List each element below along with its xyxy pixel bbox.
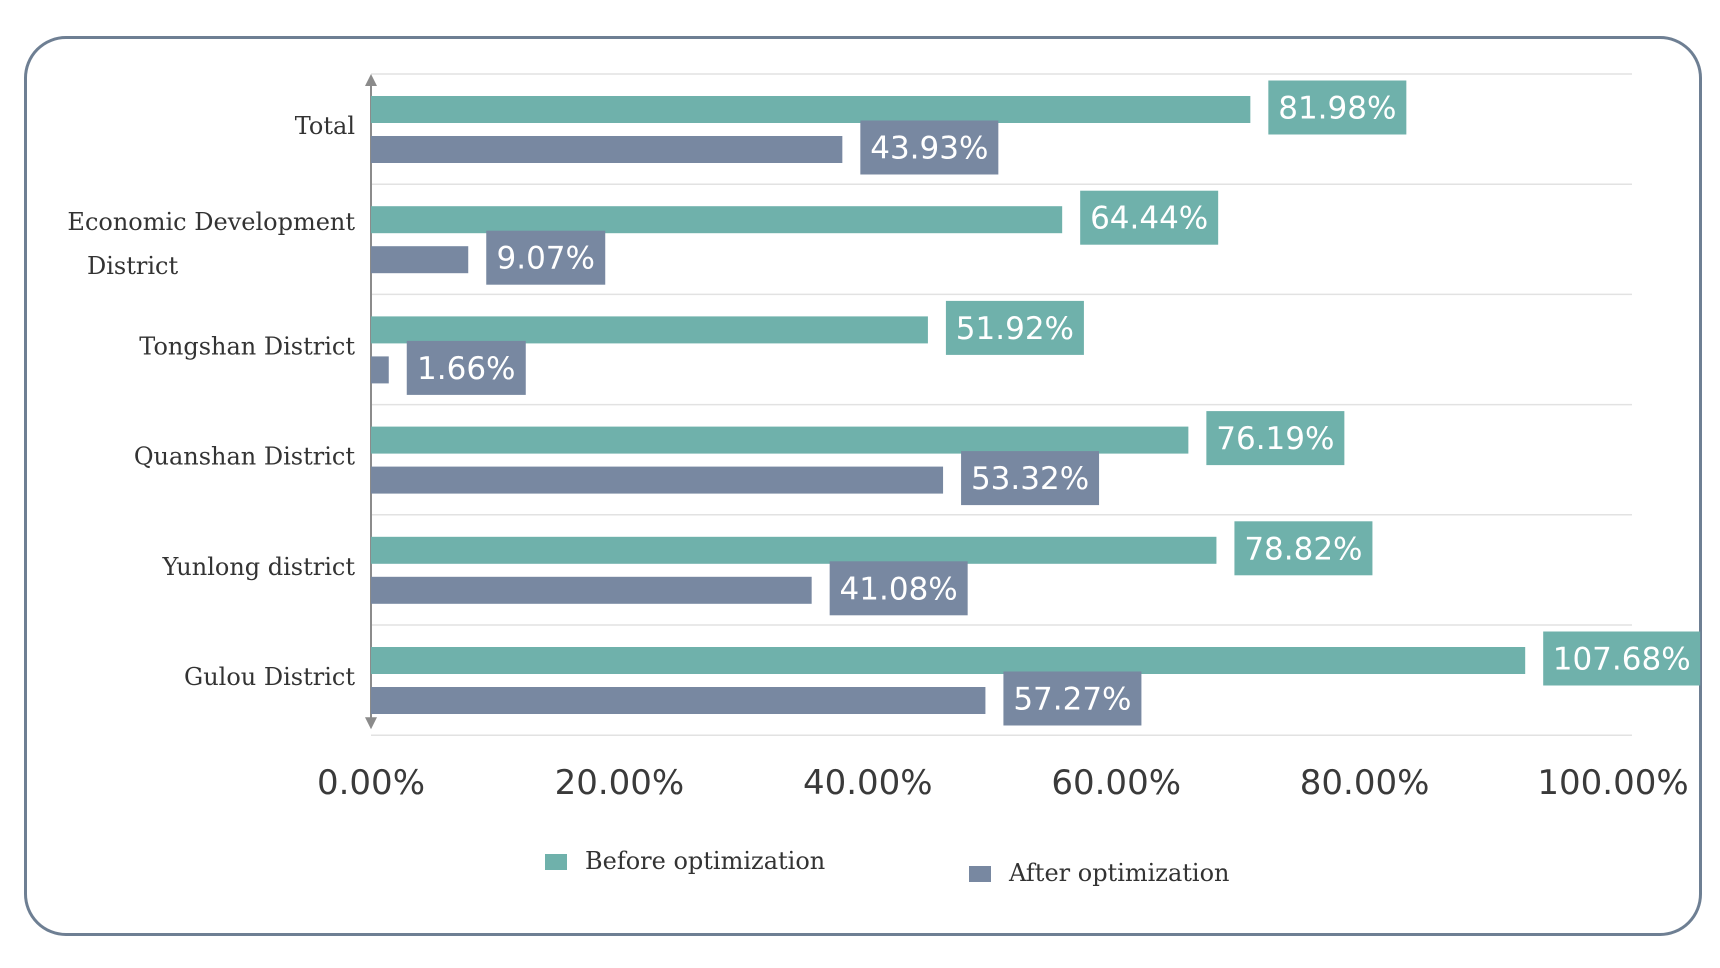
data-label: 1.66% bbox=[417, 351, 515, 387]
bar bbox=[371, 136, 843, 163]
data-label: 41.08% bbox=[840, 571, 958, 607]
data-label: 64.44% bbox=[1090, 201, 1208, 237]
category-label: District bbox=[87, 252, 178, 280]
y-axis-arrow-bottom bbox=[365, 717, 377, 730]
bar bbox=[371, 687, 986, 714]
bar bbox=[371, 316, 928, 344]
data-label-box bbox=[1003, 671, 1142, 726]
y-axis-arrow-top bbox=[365, 74, 377, 86]
bar bbox=[371, 206, 1063, 234]
bar bbox=[371, 426, 1189, 454]
bar bbox=[371, 536, 1217, 564]
data-label: 53.32% bbox=[971, 461, 1089, 497]
bar bbox=[371, 647, 1526, 674]
data-label: 51.92% bbox=[956, 311, 1074, 347]
data-label-box bbox=[406, 340, 526, 395]
data-label-box bbox=[1080, 190, 1219, 245]
x-tick-label: 60.00% bbox=[1051, 763, 1181, 803]
category-label: Quanshan District bbox=[134, 443, 356, 471]
data-label-box bbox=[860, 120, 999, 175]
category-label: Yunlong district bbox=[162, 553, 356, 581]
x-tick-label: 0.00% bbox=[317, 763, 425, 803]
legend-label: After optimization bbox=[1008, 859, 1230, 887]
bar bbox=[371, 356, 389, 384]
data-label-box bbox=[945, 300, 1084, 355]
data-label-box bbox=[829, 561, 968, 616]
data-label: 107.68% bbox=[1553, 642, 1691, 678]
x-tick-label: 80.00% bbox=[1300, 763, 1430, 803]
data-label: 57.27% bbox=[1013, 682, 1131, 718]
category-label: Gulou District bbox=[184, 663, 355, 691]
data-label: 9.07% bbox=[497, 241, 595, 277]
data-label: 78.82% bbox=[1244, 531, 1362, 567]
data-label: 81.98% bbox=[1278, 91, 1396, 127]
legend-swatch bbox=[545, 854, 567, 870]
x-tick-label: 100.00% bbox=[1537, 763, 1688, 803]
category-label: Total bbox=[295, 112, 355, 140]
legend-label: Before optimization bbox=[585, 847, 825, 875]
category-label: Tongshan District bbox=[139, 332, 355, 360]
data-label: 43.93% bbox=[870, 131, 988, 167]
legend-swatch bbox=[969, 866, 991, 882]
category-label: Economic Development bbox=[67, 208, 355, 236]
data-label-box bbox=[1206, 411, 1345, 466]
data-label: 76.19% bbox=[1216, 421, 1334, 457]
bar bbox=[371, 466, 944, 494]
x-tick-label: 20.00% bbox=[555, 763, 685, 803]
bar bbox=[371, 576, 812, 604]
data-label-box bbox=[1543, 631, 1701, 686]
bar bbox=[371, 246, 469, 274]
x-tick-label: 40.00% bbox=[803, 763, 933, 803]
data-label-box bbox=[486, 230, 606, 285]
data-label-box bbox=[1268, 80, 1407, 135]
data-label-box bbox=[961, 451, 1100, 506]
data-label-box bbox=[1234, 521, 1373, 576]
bar bbox=[371, 96, 1251, 123]
